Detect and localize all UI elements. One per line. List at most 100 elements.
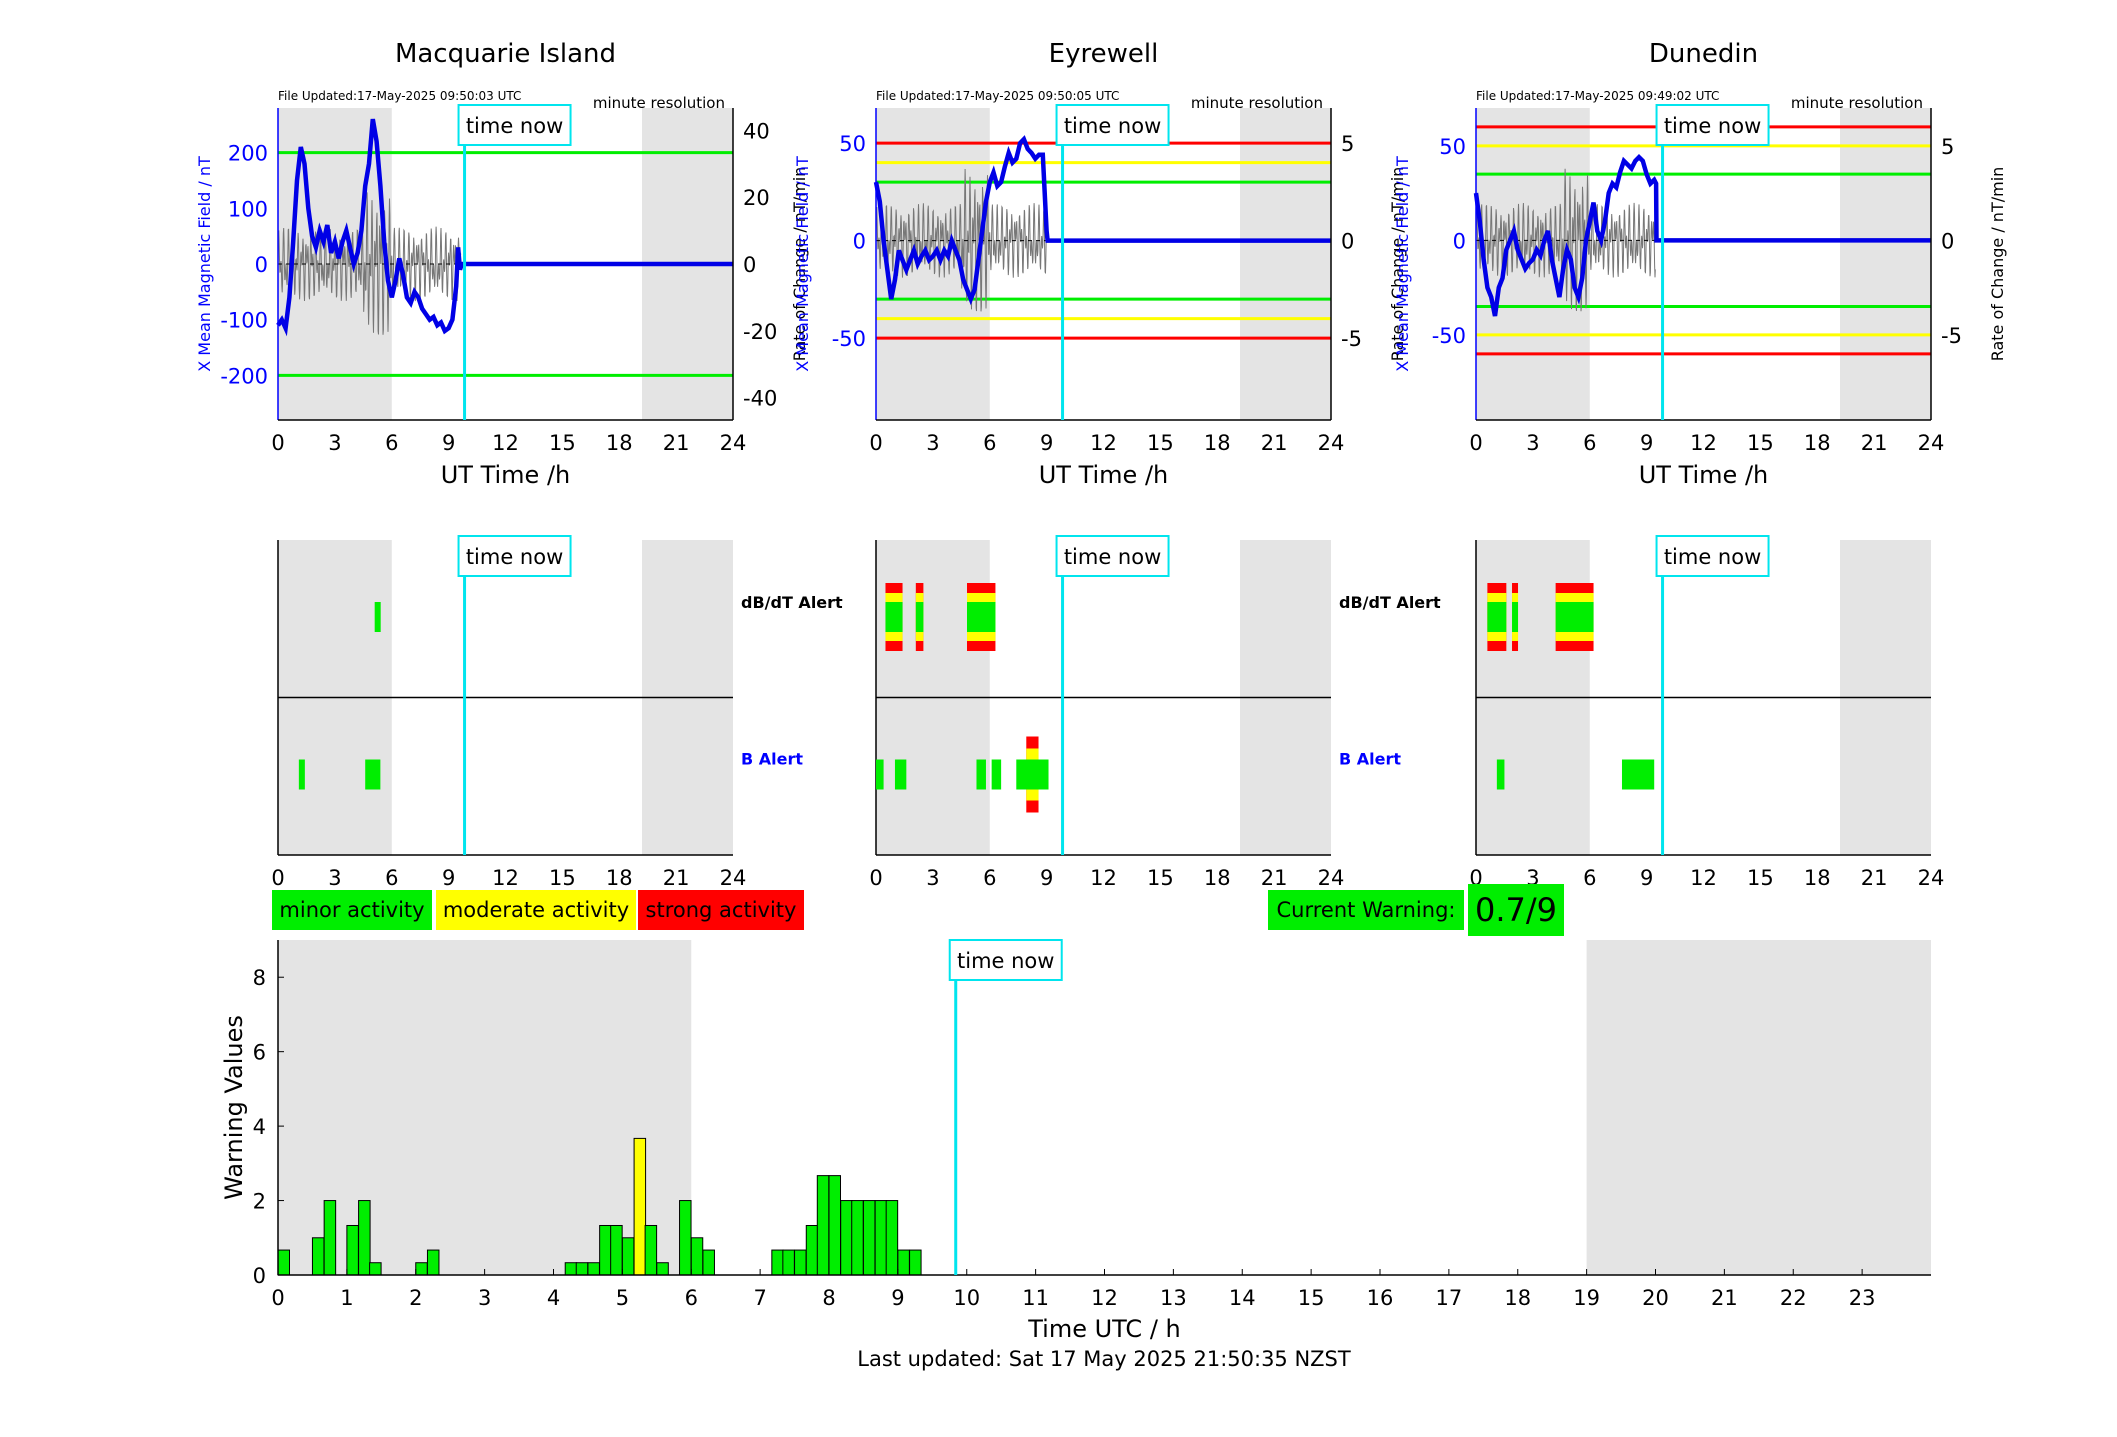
warning-bar	[656, 1262, 669, 1276]
station-0-right-tick: 0	[743, 253, 756, 277]
station-1-resolution: minute resolution	[1191, 94, 1323, 112]
station-0-hour-tick: 3	[328, 431, 341, 455]
station-2-left-tick: 0	[1453, 229, 1466, 253]
station-0-alert-hour-tick: 9	[442, 866, 455, 890]
station-0-alert-hour-tick: 0	[271, 866, 284, 890]
station-1-alert-time-now-box	[1055, 535, 1170, 577]
last-updated: Last updated: Sat 17 May 2025 21:50:35 N…	[857, 1347, 1351, 1371]
warning-chart-y-tick: 0	[253, 1264, 266, 1288]
station-0-left-ylabel: X Mean Magnetic Field / nT	[195, 156, 214, 372]
station-2-title: Dunedin	[1649, 39, 1758, 69]
station-1-alert-time-now-label: time now	[1064, 545, 1161, 569]
station-2-dbdt-minor-block	[1487, 602, 1507, 632]
warning-bar	[851, 1200, 864, 1276]
station-1-dbdt-minor-block	[885, 602, 903, 632]
warning-chart-x-tick: 4	[547, 1286, 560, 1310]
warning-bar	[621, 1237, 635, 1276]
current-warning-value: 0.7/9	[1468, 884, 1564, 936]
warning-chart-x-tick: 13	[1160, 1286, 1187, 1310]
legend-minor-activity: minor activity	[272, 890, 432, 930]
station-1-left-tick: -50	[832, 327, 866, 351]
station-2-time-now-label: time now	[1664, 114, 1761, 138]
station-0-hour-tick: 6	[385, 431, 398, 455]
station-1-left-ylabel: X Mean Magnetic Field / nT	[793, 156, 812, 372]
station-2-right-tick: 0	[1941, 229, 1954, 253]
station-0-hour-tick: 24	[720, 431, 747, 455]
warning-bar	[885, 1200, 899, 1276]
warning-chart-y-tick: 4	[253, 1115, 266, 1139]
warning-chart-x-tick: 7	[753, 1286, 766, 1310]
warning-chart-y-tick: 2	[253, 1190, 266, 1214]
station-0-hour-tick: 9	[442, 431, 455, 455]
station-1-right-ylabel: Rate of Change / nT/min	[1388, 167, 1407, 362]
warning-chart-x-tick: 3	[478, 1286, 491, 1310]
warning-chart-y-tick: 8	[253, 966, 266, 990]
station-1-hour-tick: 15	[1147, 431, 1174, 455]
warning-chart-x-tick: 20	[1642, 1286, 1669, 1310]
station-0-left-tick: -100	[220, 309, 268, 333]
station-2-alert-hour-tick: 15	[1747, 866, 1774, 890]
station-1-hour-tick: 12	[1090, 431, 1117, 455]
station-1-hour-tick: 0	[869, 431, 882, 455]
station-1-b-minor-block	[976, 759, 986, 790]
warning-bar	[816, 1175, 830, 1276]
station-1-hour-tick: 21	[1261, 431, 1288, 455]
warning-bar	[575, 1262, 589, 1276]
warning-bar	[323, 1200, 337, 1276]
station-2-alert-hour-tick: 24	[1918, 866, 1945, 890]
warning-bar	[782, 1249, 795, 1276]
warning-bar	[358, 1200, 371, 1276]
station-0-x-label: UT Time /h	[441, 461, 571, 489]
station-1-hour-tick: 6	[983, 431, 996, 455]
warning-bar	[599, 1224, 612, 1276]
station-2-right-tick: -5	[1941, 324, 1962, 348]
station-0-right-tick: 20	[743, 186, 770, 210]
station-0-b-minor-block	[298, 759, 305, 790]
station-1-time-now-box	[1055, 104, 1170, 146]
station-0-field-trace	[276, 118, 733, 337]
station-0-alert-hour-tick: 18	[606, 866, 633, 890]
station-0-alert-hour-tick: 3	[328, 866, 341, 890]
station-0-alert-hour-tick: 15	[549, 866, 576, 890]
station-1-time-now-label: time now	[1064, 114, 1161, 138]
station-0-left-tick: -200	[220, 364, 268, 388]
station-2-b-minor-block	[1496, 759, 1505, 790]
warning-bar	[346, 1224, 359, 1276]
station-0-hour-tick: 15	[549, 431, 576, 455]
station-0-left-tick: 0	[255, 253, 268, 277]
warning-chart-x-tick: 15	[1298, 1286, 1325, 1310]
station-0-hour-tick: 21	[663, 431, 690, 455]
warning-chart-x-tick: 16	[1367, 1286, 1394, 1310]
warning-chart-shade	[1586, 940, 1931, 1275]
station-0-alert-time-now-label: time now	[466, 545, 563, 569]
station-2-rate-trace	[1475, 168, 1656, 312]
station-0-right-tick: 40	[743, 119, 770, 143]
warning-bar	[633, 1137, 647, 1276]
station-1-x-label: UT Time /h	[1039, 461, 1169, 489]
warning-chart-x-tick: 11	[1022, 1286, 1049, 1310]
station-0-left-tick: 200	[228, 142, 268, 166]
warning-bar	[702, 1249, 715, 1276]
station-2-alert-hour-tick: 12	[1690, 866, 1717, 890]
station-1-alert-hour-tick: 24	[1318, 866, 1345, 890]
station-0-resolution: minute resolution	[593, 94, 725, 112]
station-2-hour-tick: 15	[1747, 431, 1774, 455]
station-2-hour-tick: 18	[1804, 431, 1831, 455]
station-1-b-minor-block	[991, 759, 1002, 790]
station-2-x-label: UT Time /h	[1639, 461, 1769, 489]
station-1-dbdt-minor-block	[967, 602, 996, 632]
warning-bar	[690, 1237, 704, 1276]
station-0-right-ylabel: Rate of Change / nT/min	[790, 167, 809, 362]
warning-chart-x-tick: 17	[1436, 1286, 1463, 1310]
warning-chart-x-tick: 2	[409, 1286, 422, 1310]
warning-bar	[909, 1249, 922, 1276]
station-0-dbdt-label: dB/dT Alert	[741, 593, 843, 612]
warning-bar	[564, 1262, 578, 1276]
station-1-alert-hour-tick: 9	[1040, 866, 1053, 890]
warning-chart-x-tick: 12	[1091, 1286, 1118, 1310]
station-1-right-tick: 5	[1341, 132, 1354, 156]
warning-bar	[644, 1224, 658, 1276]
warning-bar	[369, 1262, 382, 1276]
station-1-left-tick: 0	[853, 230, 866, 254]
